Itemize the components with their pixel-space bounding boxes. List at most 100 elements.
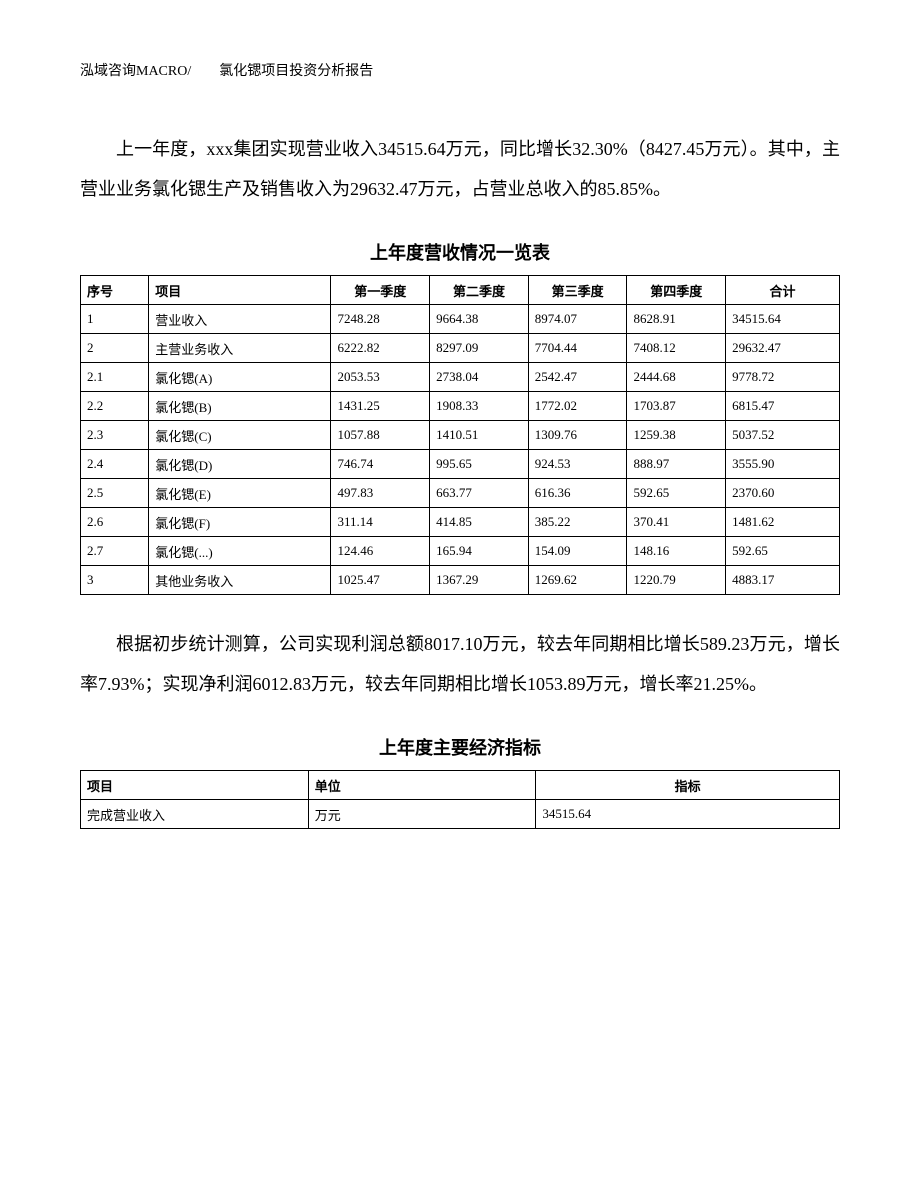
table-row: 2.2氯化锶(B)1431.251908.331772.021703.87681…	[81, 392, 840, 421]
table-cell: 2.2	[81, 392, 149, 421]
table-cell: 2.7	[81, 537, 149, 566]
table-cell: 1057.88	[331, 421, 430, 450]
table-cell: 2370.60	[726, 479, 840, 508]
table-row: 2.3氯化锶(C)1057.881410.511309.761259.38503…	[81, 421, 840, 450]
table-cell: 29632.47	[726, 334, 840, 363]
table-cell: 1367.29	[430, 566, 529, 595]
table-cell: 9664.38	[430, 305, 529, 334]
table-2-title: 上年度主要经济指标	[80, 734, 840, 760]
col-total: 合计	[726, 276, 840, 305]
col-unit: 单位	[308, 771, 536, 800]
table-cell: 746.74	[331, 450, 430, 479]
table-row: 1营业收入7248.289664.388974.078628.9134515.6…	[81, 305, 840, 334]
table-cell: 7408.12	[627, 334, 726, 363]
table-cell: 8974.07	[528, 305, 627, 334]
col-q4: 第四季度	[627, 276, 726, 305]
col-item: 项目	[149, 276, 331, 305]
page: 泓域咨询MACRO/ 氯化锶项目投资分析报告 上一年度，xxx集团实现营业收入3…	[0, 0, 920, 1191]
table-cell: 663.77	[430, 479, 529, 508]
table-header-row: 项目 单位 指标	[81, 771, 840, 800]
table-cell: 7248.28	[331, 305, 430, 334]
table-cell: 2.1	[81, 363, 149, 392]
table-cell: 6222.82	[331, 334, 430, 363]
table-1-title: 上年度营收情况一览表	[80, 239, 840, 265]
table-cell: 2444.68	[627, 363, 726, 392]
col-item: 项目	[81, 771, 309, 800]
table-header-row: 序号 项目 第一季度 第二季度 第三季度 第四季度 合计	[81, 276, 840, 305]
table-cell: 2053.53	[331, 363, 430, 392]
table-row: 2.7氯化锶(...)124.46165.94154.09148.16592.6…	[81, 537, 840, 566]
table-cell: 370.41	[627, 508, 726, 537]
table-cell: 2.5	[81, 479, 149, 508]
table-cell: 34515.64	[726, 305, 840, 334]
table-cell: 311.14	[331, 508, 430, 537]
table-cell: 其他业务收入	[149, 566, 331, 595]
paragraph-1: 上一年度，xxx集团实现营业收入34515.64万元，同比增长32.30%（84…	[80, 130, 840, 209]
table-cell: 3	[81, 566, 149, 595]
table-cell: 氯化锶(...)	[149, 537, 331, 566]
table-cell: 氯化锶(B)	[149, 392, 331, 421]
table-cell: 592.65	[627, 479, 726, 508]
table-cell: 9778.72	[726, 363, 840, 392]
col-q3: 第三季度	[528, 276, 627, 305]
table-cell: 924.53	[528, 450, 627, 479]
table-cell: 124.46	[331, 537, 430, 566]
paragraph-2: 根据初步统计测算，公司实现利润总额8017.10万元，较去年同期相比增长589.…	[80, 625, 840, 704]
table-cell: 2542.47	[528, 363, 627, 392]
table-cell: 6815.47	[726, 392, 840, 421]
table-cell: 氯化锶(A)	[149, 363, 331, 392]
table-cell: 34515.64	[536, 800, 840, 829]
table-cell: 888.97	[627, 450, 726, 479]
table-cell: 5037.52	[726, 421, 840, 450]
table-cell: 氯化锶(D)	[149, 450, 331, 479]
table-cell: 万元	[308, 800, 536, 829]
table-cell: 3555.90	[726, 450, 840, 479]
table-cell: 8297.09	[430, 334, 529, 363]
table-cell: 氯化锶(E)	[149, 479, 331, 508]
table-cell: 营业收入	[149, 305, 331, 334]
table-cell: 1220.79	[627, 566, 726, 595]
table-cell: 154.09	[528, 537, 627, 566]
table-cell: 完成营业收入	[81, 800, 309, 829]
table-cell: 1703.87	[627, 392, 726, 421]
table-row: 2.5氯化锶(E)497.83663.77616.36592.652370.60	[81, 479, 840, 508]
table-cell: 1025.47	[331, 566, 430, 595]
table-cell: 氯化锶(F)	[149, 508, 331, 537]
col-seq: 序号	[81, 276, 149, 305]
page-header: 泓域咨询MACRO/ 氯化锶项目投资分析报告	[80, 60, 840, 80]
table-cell: 1	[81, 305, 149, 334]
table-cell: 148.16	[627, 537, 726, 566]
table-cell: 2.3	[81, 421, 149, 450]
indicator-table: 项目 单位 指标 完成营业收入万元34515.64	[80, 770, 840, 829]
table-cell: 2.4	[81, 450, 149, 479]
table-cell: 1269.62	[528, 566, 627, 595]
table-cell: 1259.38	[627, 421, 726, 450]
table-row: 3其他业务收入1025.471367.291269.621220.794883.…	[81, 566, 840, 595]
table-cell: 1410.51	[430, 421, 529, 450]
table-cell: 2	[81, 334, 149, 363]
table-row: 2.1氯化锶(A)2053.532738.042542.472444.68977…	[81, 363, 840, 392]
table-cell: 414.85	[430, 508, 529, 537]
table-row: 完成营业收入万元34515.64	[81, 800, 840, 829]
table-cell: 氯化锶(C)	[149, 421, 331, 450]
table-cell: 2.6	[81, 508, 149, 537]
table-cell: 7704.44	[528, 334, 627, 363]
table-row: 2.6氯化锶(F)311.14414.85385.22370.411481.62	[81, 508, 840, 537]
table-row: 2.4氯化锶(D)746.74995.65924.53888.973555.90	[81, 450, 840, 479]
table-cell: 1481.62	[726, 508, 840, 537]
table-cell: 2738.04	[430, 363, 529, 392]
table-row: 2主营业务收入6222.828297.097704.447408.1229632…	[81, 334, 840, 363]
table-cell: 165.94	[430, 537, 529, 566]
table-cell: 主营业务收入	[149, 334, 331, 363]
table-cell: 8628.91	[627, 305, 726, 334]
col-q2: 第二季度	[430, 276, 529, 305]
table-cell: 592.65	[726, 537, 840, 566]
table-cell: 1908.33	[430, 392, 529, 421]
col-value: 指标	[536, 771, 840, 800]
table-cell: 4883.17	[726, 566, 840, 595]
table-cell: 385.22	[528, 508, 627, 537]
table-cell: 1772.02	[528, 392, 627, 421]
table-cell: 616.36	[528, 479, 627, 508]
table-cell: 1431.25	[331, 392, 430, 421]
table-cell: 995.65	[430, 450, 529, 479]
